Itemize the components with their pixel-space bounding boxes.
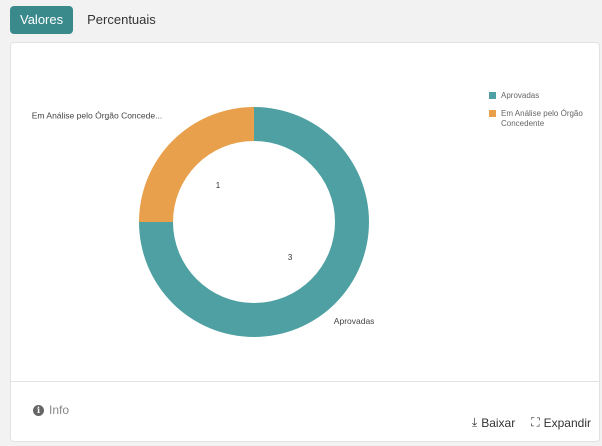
info-link[interactable]: i Info	[33, 403, 69, 417]
tab-valores[interactable]: Valores	[10, 6, 74, 34]
slice-label-aprovadas: Aprovadas	[334, 316, 375, 326]
slice-em-analise[interactable]	[139, 107, 254, 222]
donut-chart: 3 Aprovadas 1 Em Análise pelo Órgão Concede…	[32, 107, 375, 337]
legend-swatch-aprovadas	[489, 92, 496, 99]
chart-legend: Aprovadas Em Análise pelo Órgão Conceden…	[489, 91, 599, 137]
legend-item-aprovadas[interactable]: Aprovadas	[489, 91, 599, 101]
expand-button[interactable]: ⛶ Expandir	[531, 415, 591, 430]
download-button[interactable]: ⤓ Baixar	[472, 415, 515, 430]
card-actions: ⤓ Baixar ⛶ Expandir	[472, 415, 591, 430]
legend-swatch-em-analise	[489, 110, 496, 117]
expand-label: Expandir	[543, 415, 591, 430]
download-label: Baixar	[481, 415, 516, 430]
chart-card: 3 Aprovadas 1 Em Análise pelo Órgão Concede…	[10, 42, 600, 442]
slice-aprovadas[interactable]	[139, 107, 369, 337]
tab-percentuais[interactable]: Percentuais	[87, 12, 156, 27]
legend-label-aprovadas: Aprovadas	[501, 91, 540, 100]
slice-label-em-analise: Em Análise pelo Órgão Concede...	[32, 110, 162, 120]
value-label-em-analise: 1	[216, 181, 221, 190]
expand-icon: ⛶	[531, 415, 540, 429]
info-icon: i	[33, 404, 44, 416]
legend-item-em-analise[interactable]: Em Análise pelo Órgão Concedente	[489, 109, 599, 129]
download-icon: ⤓	[471, 415, 478, 429]
info-label: Info	[49, 403, 70, 417]
view-tabs: Valores Percentuais	[10, 6, 166, 34]
card-divider	[11, 381, 599, 382]
legend-label-em-analise: Em Análise pelo Órgão Concedente	[501, 109, 583, 128]
value-label-aprovadas: 3	[288, 253, 293, 262]
